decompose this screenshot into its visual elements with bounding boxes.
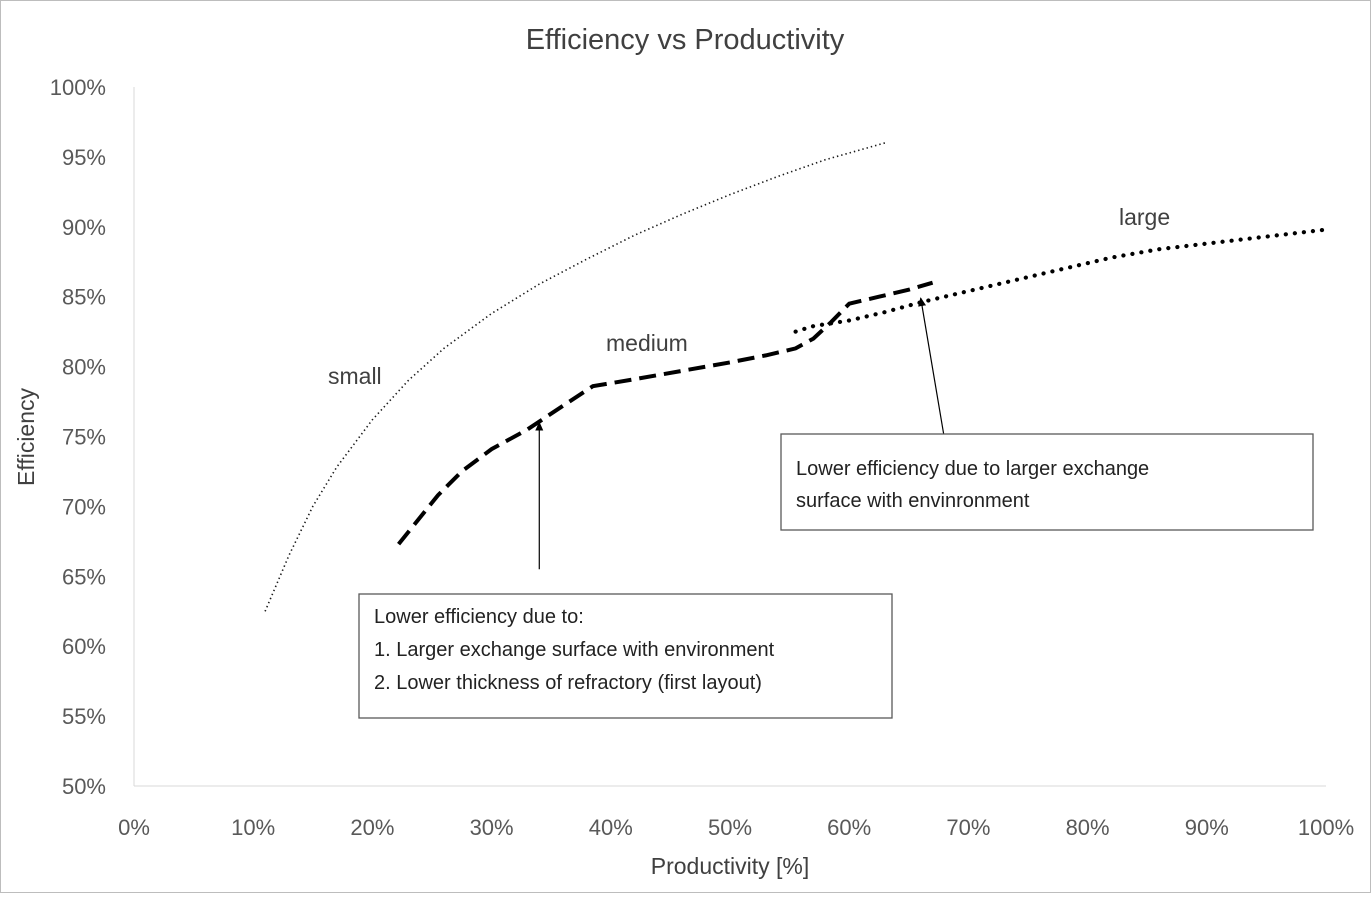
series-layer [264, 142, 1329, 612]
x-tick-label: 0% [118, 815, 150, 840]
x-tick-label: 10% [231, 815, 275, 840]
annotation-large-line-1: Lower efficiency due to larger exchange [796, 458, 1149, 480]
y-tick-label: 90% [62, 215, 106, 240]
x-axis-label: Productivity [%] [651, 853, 810, 879]
annotation-medium-line-3: 2. Lower thickness of refractory (first … [374, 672, 762, 694]
y-tick-label: 95% [62, 145, 106, 170]
annotation-arrow-large [918, 297, 946, 440]
annotation-large-line-2: surface with envinronment [796, 490, 1030, 512]
annotation-box-large [780, 433, 1314, 531]
chart-title: Efficiency vs Productivity [526, 24, 845, 56]
y-tick-label: 70% [62, 494, 106, 519]
x-tick-label: 40% [589, 815, 633, 840]
x-tick-label: 90% [1185, 815, 1229, 840]
x-tick-label: 60% [827, 815, 871, 840]
y-tick-label: 65% [62, 564, 106, 589]
annotation-box-medium [358, 593, 893, 719]
x-tick-label: 70% [946, 815, 990, 840]
y-tick-label: 55% [62, 704, 106, 729]
annotation-medium-line-2: 1. Larger exchange surface with environm… [374, 639, 775, 661]
series-label-large: large [1119, 204, 1170, 230]
annotation-medium-line-1: Lower efficiency due to: [374, 606, 584, 628]
annotation-medium: Lower efficiency due to: 1. Larger excha… [358, 421, 893, 719]
y-tick-label: 75% [62, 425, 106, 450]
series-line-medium [397, 280, 934, 546]
x-tick-label: 50% [708, 815, 752, 840]
annotation-large: Lower efficiency due to larger exchange … [780, 297, 1314, 531]
series-line-large [793, 227, 1329, 334]
x-tick-label: 20% [350, 815, 394, 840]
x-tick-label: 30% [470, 815, 514, 840]
x-tick-label: 100% [1298, 815, 1354, 840]
y-tick-label: 100% [50, 75, 106, 100]
y-tick-label: 50% [62, 774, 106, 799]
y-tick-labels: 50% 55% 60% 65% 70% 75% 80% 85% 90% 95% 100% [50, 75, 106, 799]
series-label-small: small [328, 363, 382, 389]
y-tick-label: 60% [62, 634, 106, 659]
y-tick-label: 80% [62, 355, 106, 380]
x-tick-label: 80% [1066, 815, 1110, 840]
series-label-medium: medium [606, 330, 688, 356]
y-tick-label: 85% [62, 285, 106, 310]
x-tick-labels: 0% 10% 20% 30% 40% 50% 60% 70% 80% 90% 100% [118, 815, 1354, 840]
y-axis-label: Efficiency [13, 387, 39, 486]
